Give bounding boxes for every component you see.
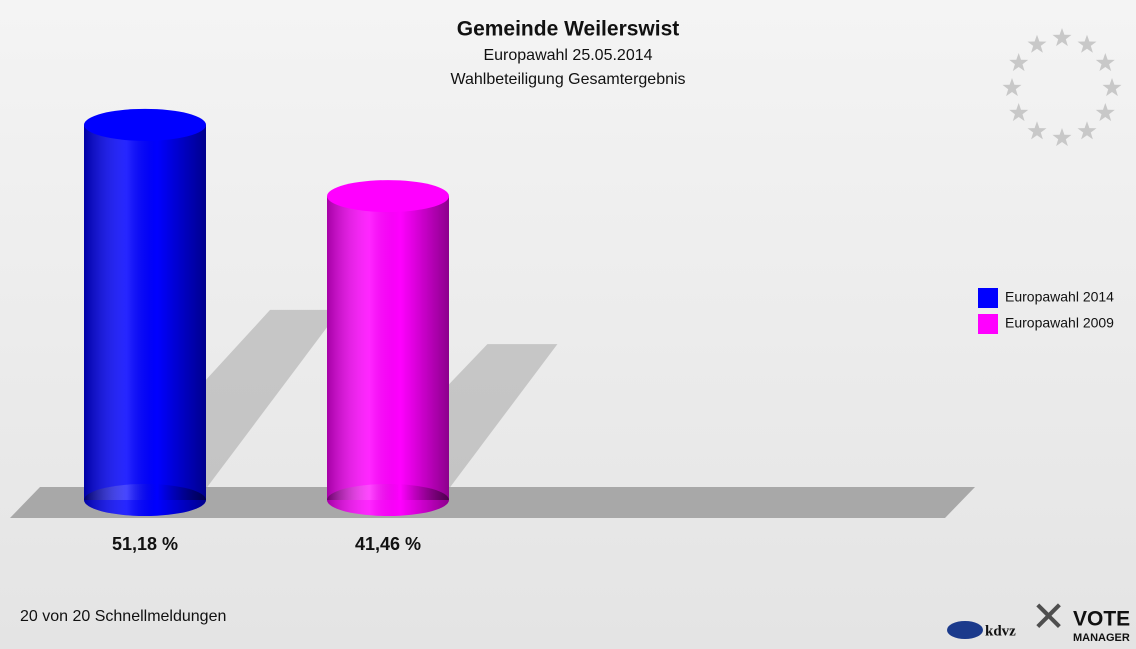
logo-text: kdvz <box>985 623 1016 639</box>
bar-shade-bottom <box>327 484 449 516</box>
legend-label: Europawahl 2009 <box>1005 315 1114 331</box>
logo-icon <box>947 621 983 639</box>
star <box>1009 103 1029 122</box>
bar-top <box>327 180 449 213</box>
bar-shade <box>327 196 449 500</box>
legend-label: Europawahl 2014 <box>1005 289 1114 305</box>
floor <box>10 487 975 518</box>
footer: 20 von 20 Schnellmeldungen <box>20 608 226 625</box>
logo-text: MANAGER <box>1073 632 1130 644</box>
star <box>1052 128 1072 147</box>
star <box>1077 34 1097 53</box>
legend-swatch <box>978 288 998 308</box>
chart-subtitle: Wahlbeteiligung Gesamtergebnis <box>450 71 685 88</box>
chart-subtitle: Europawahl 25.05.2014 <box>483 47 652 64</box>
star <box>1095 103 1115 122</box>
bar-top <box>84 108 206 141</box>
bar-shade-bottom <box>84 484 206 516</box>
bar-shade <box>84 124 206 501</box>
star <box>1009 53 1029 72</box>
star <box>1027 121 1047 140</box>
eu-stars <box>1002 28 1122 147</box>
legend-swatch <box>978 314 998 334</box>
logo-x: ✕ <box>1031 593 1066 640</box>
logo-text: VOTE <box>1073 608 1130 631</box>
star <box>1077 121 1097 140</box>
chart-title: Gemeinde Weilerswist <box>457 18 680 41</box>
value-label: 41,46 % <box>355 534 421 554</box>
star <box>1027 34 1047 53</box>
star <box>1095 53 1115 72</box>
star <box>1102 78 1122 97</box>
star <box>1002 78 1022 97</box>
star <box>1052 28 1072 47</box>
value-label: 51,18 % <box>112 534 178 554</box>
